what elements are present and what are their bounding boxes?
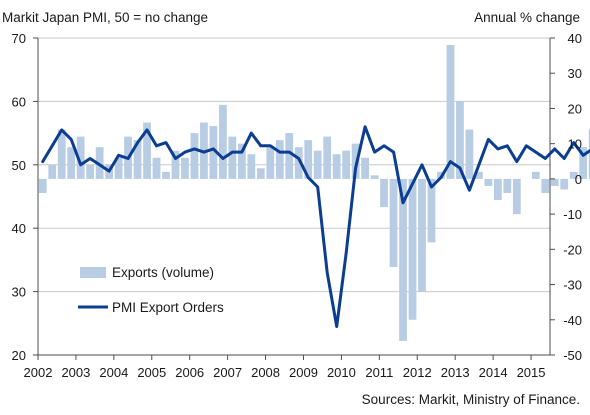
exports-bar [114, 157, 123, 179]
exports-bar [219, 104, 227, 179]
x-tick-label: 2004 [99, 365, 128, 380]
exports-bar [228, 136, 237, 179]
exports-bar [304, 140, 313, 179]
right-axis-label: Annual % change [474, 10, 580, 25]
exports-bar [143, 122, 151, 179]
x-tick-label: 2008 [251, 365, 280, 380]
legend-swatch-exports [80, 267, 106, 278]
axes [37, 38, 551, 356]
exports-bar [152, 157, 161, 179]
x-tick-label: 2012 [403, 365, 432, 380]
exports-bar [313, 150, 322, 179]
y-left-tick-label: 30 [12, 285, 26, 300]
exports-bar [342, 150, 351, 179]
y-left-tick-label: 60 [12, 94, 26, 109]
exports-bar [370, 175, 379, 179]
y-right-tick-label: 10 [568, 137, 582, 152]
y-left-tick-label: 40 [12, 221, 26, 236]
exports-bar [181, 157, 189, 179]
y-right-tick-label: 20 [568, 101, 582, 116]
exports-bar [285, 133, 294, 179]
exports-bar [162, 171, 170, 179]
exports-bar [550, 178, 559, 186]
y-right-tick-label: -40 [563, 313, 582, 328]
exports-bar [86, 164, 95, 179]
y-right-tick-label: 30 [568, 66, 582, 81]
exports-bar [76, 136, 85, 179]
y-right-tick-label: 40 [568, 31, 582, 46]
exports-bar [256, 168, 265, 179]
exports-bar [560, 178, 569, 190]
x-tick-label: 2010 [327, 365, 356, 380]
exports-bar [389, 178, 398, 267]
exports-bar [237, 143, 246, 179]
legend: Exports (volume) PMI Export Orders [78, 265, 224, 315]
y-left-tick-label: 70 [12, 31, 26, 46]
exports-bar [541, 178, 550, 193]
x-axis-ticks: 2002 2003 2004 2005 2006 2007 2008 2009 2010 2011… [24, 355, 546, 380]
x-tick-label: 2007 [213, 365, 242, 380]
exports-bar [427, 178, 436, 243]
y-right-tick-label: 0 [575, 172, 582, 187]
exports-bar [275, 140, 284, 179]
x-tick-label: 2011 [365, 365, 393, 380]
x-tick-label: 2005 [137, 365, 166, 380]
exports-bar [531, 171, 540, 179]
exports-bar [446, 45, 455, 179]
exports-bar [465, 129, 474, 179]
exports-bars [38, 45, 590, 341]
exports-bar [418, 178, 426, 292]
exports-bar [67, 147, 76, 179]
y-right-tick-label: -50 [563, 348, 582, 363]
exports-bar [569, 171, 578, 179]
exports-bar [399, 178, 407, 341]
pmi-export-orders-line [41, 125, 590, 328]
y-axis-left-ticks: 20 30 40 50 60 70 [12, 31, 38, 363]
exports-bar [475, 171, 483, 179]
x-tick-label: 2003 [61, 365, 90, 380]
x-tick-label: 2009 [289, 365, 318, 380]
exports-bar [133, 140, 142, 179]
y-right-tick-label: -20 [563, 242, 582, 257]
exports-bar [484, 178, 493, 186]
exports-bar [190, 133, 199, 179]
exports-bar [323, 136, 332, 179]
legend-label-exports: Exports (volume) [112, 265, 214, 280]
exports-bar [512, 178, 521, 215]
chart-title: Markit Japan PMI, 50 = no change [2, 10, 208, 25]
exports-bar [171, 150, 180, 179]
exports-bar [588, 129, 590, 179]
exports-bar [38, 178, 47, 193]
exports-bar [456, 101, 464, 179]
y-left-tick-label: 50 [12, 158, 26, 173]
exports-bar [294, 147, 303, 179]
exports-bar [493, 178, 502, 201]
legend-label-pmi: PMI Export Orders [112, 300, 224, 315]
y-right-tick-label: -10 [563, 207, 582, 222]
exports-bar [247, 154, 256, 179]
exports-bar [503, 178, 512, 193]
exports-bar [579, 147, 588, 179]
exports-bar [48, 164, 57, 179]
exports-bar [380, 178, 388, 208]
x-tick-label: 2014 [479, 365, 508, 380]
x-tick-label: 2006 [175, 365, 204, 380]
exports-bar [408, 178, 417, 320]
x-tick-label: 2015 [517, 365, 546, 380]
y-left-tick-label: 20 [12, 348, 26, 363]
source-note: Sources: Markit, Ministry of Finance. [362, 392, 580, 407]
exports-bar [332, 154, 341, 179]
exports-bar [209, 126, 218, 179]
exports-bar [266, 147, 275, 179]
y-right-tick-label: -30 [563, 278, 582, 293]
exports-bar [361, 157, 369, 179]
exports-bar [57, 129, 66, 179]
grid-lines [38, 37, 550, 293]
y-axis-right-ticks: -50 -40 -30 -20 -10 0 10 20 30 40 [550, 31, 582, 363]
x-tick-label: 2013 [441, 365, 470, 380]
x-tick-label: 2002 [24, 365, 53, 380]
